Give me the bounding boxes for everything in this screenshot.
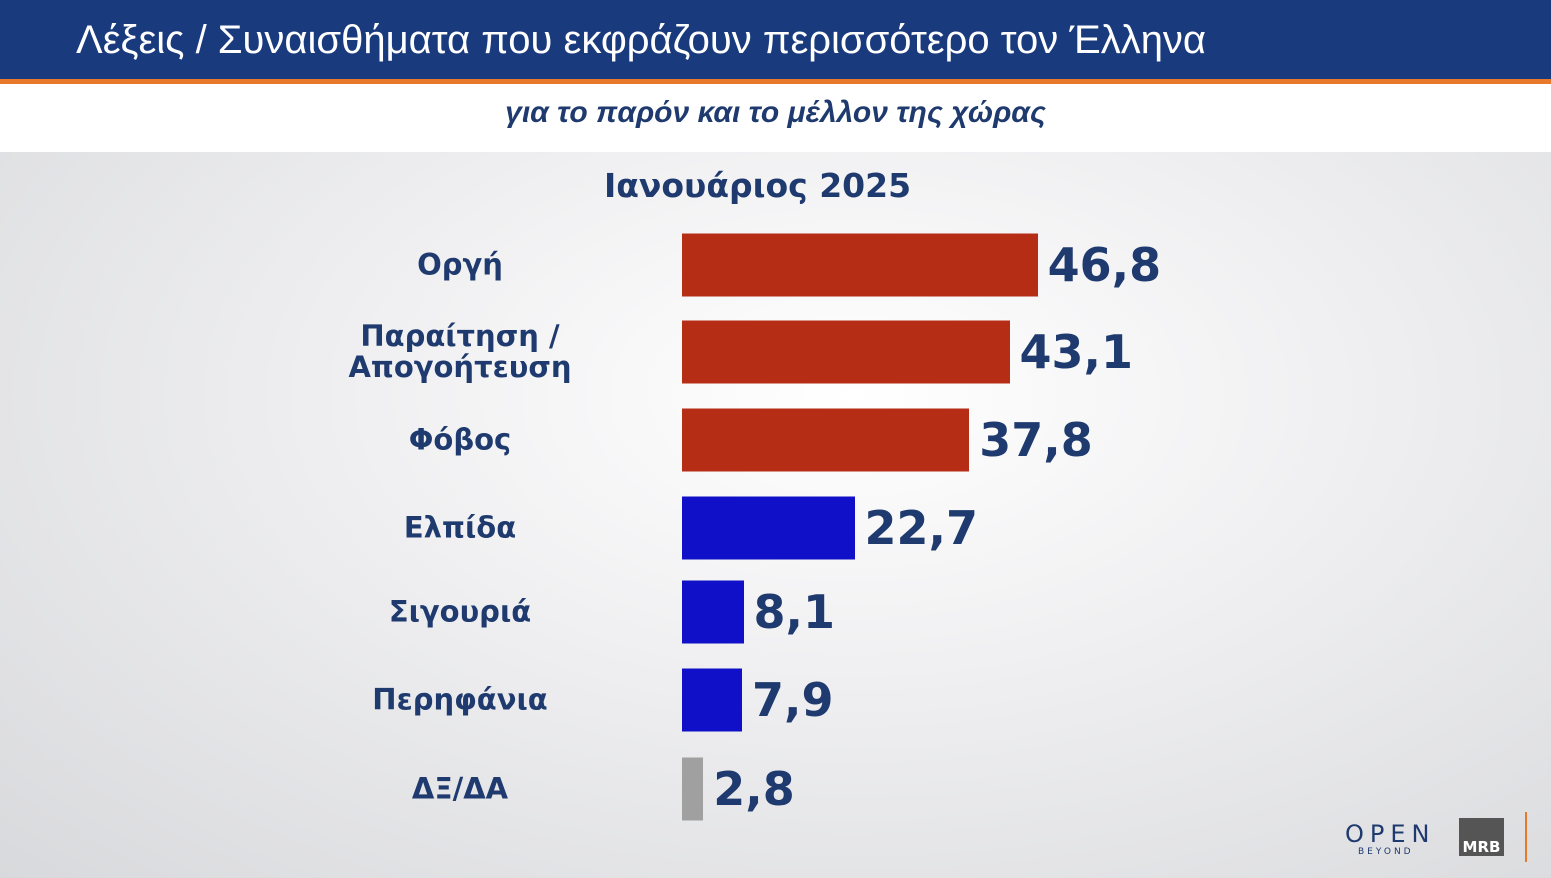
value-label: 7,9 xyxy=(752,673,834,727)
bar xyxy=(682,233,1038,297)
category-label: Φόβος xyxy=(408,422,512,457)
title: Λέξεις / Συναισθήματα που εκφράζουν περι… xyxy=(76,18,1207,62)
subtitle-strip xyxy=(0,84,1551,152)
bar xyxy=(682,496,855,560)
bar xyxy=(682,757,704,821)
category-label: Περηφάνια xyxy=(372,682,548,717)
category-label: Σιγουριά xyxy=(388,594,532,629)
logo-mrb: MRB xyxy=(1462,838,1501,856)
chart-title: Ιανουάριος 2025 xyxy=(603,166,912,205)
value-label: 43,1 xyxy=(1019,325,1134,379)
category-label: Οργή xyxy=(417,247,503,282)
logo-mrb-box xyxy=(1459,818,1504,856)
logo-open-sub: BEYOND xyxy=(1358,847,1414,857)
value-label: 37,8 xyxy=(979,413,1093,467)
value-label: 2,8 xyxy=(713,762,795,816)
category-label: Παραίτηση / Απογοήτευση xyxy=(348,319,572,384)
value-label: 22,7 xyxy=(864,501,979,555)
header-bar xyxy=(0,0,1551,79)
value-label: 46,8 xyxy=(1047,238,1162,292)
logo-divider xyxy=(1525,812,1527,862)
value-label: 8,1 xyxy=(753,585,836,639)
accent-line xyxy=(0,79,1551,84)
logo-open: OPEN xyxy=(1345,820,1436,848)
category-label: Ελπίδα xyxy=(403,510,517,545)
bar xyxy=(682,408,970,472)
bar xyxy=(682,668,743,732)
category-label: ΔΞ/ΔΑ xyxy=(411,771,509,806)
bar xyxy=(682,320,1010,384)
subtitle: για το παρόν και το μέλλον της χώρας xyxy=(505,96,1046,129)
bar xyxy=(682,580,744,644)
